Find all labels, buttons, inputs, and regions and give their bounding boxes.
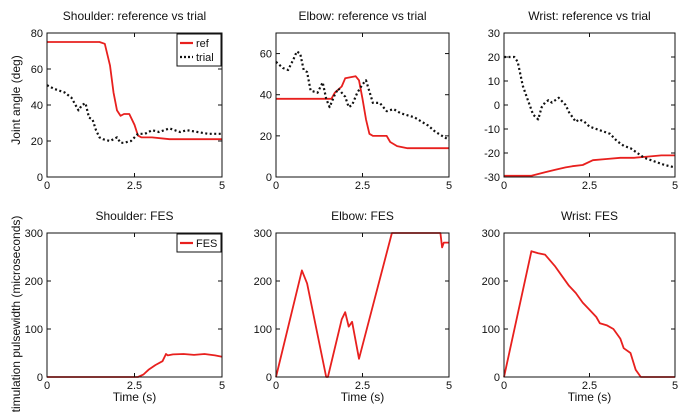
legend-label-FES: FES bbox=[196, 238, 217, 250]
x-tick-label: 5 bbox=[219, 180, 225, 192]
x-tick-label: 2.5 bbox=[355, 180, 370, 192]
x-tick-label: 0 bbox=[44, 180, 50, 192]
chart-panel-2: 0 2.5 5 -30 -20 -10 0 10 20 30 Wrist: reference vs… bbox=[484, 9, 678, 192]
x-axis-label: Time (s) bbox=[568, 390, 612, 404]
x-axis-label: Time (s) bbox=[341, 390, 385, 404]
y-tick-label: 80 bbox=[31, 28, 43, 40]
y-tick-label: -30 bbox=[484, 172, 500, 184]
y-tick-label: 100 bbox=[482, 324, 500, 336]
chart-title: Elbow: reference vs trial bbox=[298, 9, 426, 23]
series-line-trial bbox=[275, 50, 450, 141]
legend-box bbox=[176, 233, 222, 253]
x-tick-label: 0 bbox=[501, 180, 507, 192]
series-line-ref bbox=[47, 41, 222, 141]
chart-panel-1: 0 2.5 5 0 20 40 60 Elbow: reference vs trial bbox=[260, 9, 452, 192]
legend-box bbox=[176, 33, 222, 67]
x-tick-label: 2.5 bbox=[582, 180, 597, 192]
y-tick-label: 300 bbox=[482, 228, 500, 240]
series-line-trial bbox=[504, 55, 676, 169]
x-tick-label: 5 bbox=[446, 180, 452, 192]
chart-panel-0: 0 2.5 5 0 20 40 60 80 Shoulder: reference vs tri… bbox=[31, 9, 225, 192]
x-axis-label: Time (s) bbox=[113, 390, 157, 404]
chart-title: Wrist: reference vs trial bbox=[528, 9, 650, 23]
y-tick-label: -10 bbox=[484, 124, 500, 136]
y-tick-label: 200 bbox=[482, 276, 500, 288]
y-tick-label: 0 bbox=[37, 372, 43, 384]
axes-frame bbox=[503, 32, 676, 178]
x-tick-label: 0 bbox=[273, 180, 279, 192]
series-line-ref bbox=[504, 154, 675, 177]
legend: FES bbox=[176, 233, 222, 253]
axes-frame bbox=[275, 232, 450, 378]
y-tick-label: 0 bbox=[266, 172, 272, 184]
x-tick-label: 5 bbox=[672, 380, 678, 392]
y-tick-label: 100 bbox=[254, 324, 272, 336]
x-tick-label: 2.5 bbox=[127, 380, 142, 392]
chart-panel-4: 0 2.5 5 0 100 200 300 Elbow: FES Time (s) bbox=[254, 209, 452, 404]
y-tick-label: 0 bbox=[266, 372, 272, 384]
series-line-FES bbox=[503, 250, 675, 378]
legend: ref trial bbox=[176, 33, 222, 67]
y-tick-label: 20 bbox=[260, 131, 272, 143]
series-line-FES bbox=[275, 232, 449, 378]
y-tick-label: 0 bbox=[37, 172, 43, 184]
x-tick-label: 2.5 bbox=[582, 380, 597, 392]
ylabel-stimulation-pulsewidth: Stimulation pulsewidth (microseconds) bbox=[9, 216, 23, 412]
legend-label-trial: trial bbox=[196, 52, 214, 64]
chart-title: Elbow: FES bbox=[331, 209, 394, 223]
x-tick-label: 0 bbox=[44, 380, 50, 392]
series-line-trial bbox=[46, 84, 222, 144]
y-tick-label: 100 bbox=[25, 324, 43, 336]
x-tick-label: 0 bbox=[273, 380, 279, 392]
series-line-ref bbox=[276, 75, 449, 150]
chart-panel-5: 0 2.5 5 0 100 200 300 Wrist: FES Time (s) bbox=[482, 209, 678, 404]
y-tick-label: 60 bbox=[31, 64, 43, 76]
y-tick-label: 10 bbox=[488, 76, 500, 88]
y-tick-label: 200 bbox=[254, 276, 272, 288]
chart-title: Wrist: FES bbox=[561, 209, 618, 223]
y-tick-label: 40 bbox=[260, 90, 272, 102]
y-tick-label: 0 bbox=[494, 372, 500, 384]
ylabel-joint-angle: Joint angle (deg) bbox=[9, 55, 23, 144]
y-tick-label: 40 bbox=[31, 100, 43, 112]
y-tick-label: 60 bbox=[260, 49, 272, 61]
series-line-FES bbox=[47, 353, 223, 378]
x-tick-label: 5 bbox=[446, 380, 452, 392]
axes-frame bbox=[503, 232, 676, 378]
y-tick-label: 300 bbox=[25, 228, 43, 240]
x-tick-label: 5 bbox=[672, 180, 678, 192]
y-tick-label: -20 bbox=[484, 148, 500, 160]
y-tick-label: 30 bbox=[488, 28, 500, 40]
axes-frame bbox=[275, 32, 450, 178]
chart-title: Shoulder: reference vs trial bbox=[63, 9, 206, 23]
legend-label-ref: ref bbox=[196, 38, 210, 50]
chart-title: Shoulder: FES bbox=[95, 209, 173, 223]
y-tick-label: 300 bbox=[254, 228, 272, 240]
x-tick-label: 0 bbox=[501, 380, 507, 392]
x-tick-label: 2.5 bbox=[127, 180, 142, 192]
x-tick-label: 2.5 bbox=[355, 380, 370, 392]
y-tick-label: 20 bbox=[488, 52, 500, 64]
x-tick-label: 5 bbox=[219, 380, 225, 392]
chart-panel-3: 0 2.5 5 0 100 200 300 Shoulder: FES Time (s) FES bbox=[25, 209, 225, 404]
y-tick-label: 20 bbox=[31, 136, 43, 148]
y-tick-label: 200 bbox=[25, 276, 43, 288]
y-tick-label: 0 bbox=[494, 100, 500, 112]
